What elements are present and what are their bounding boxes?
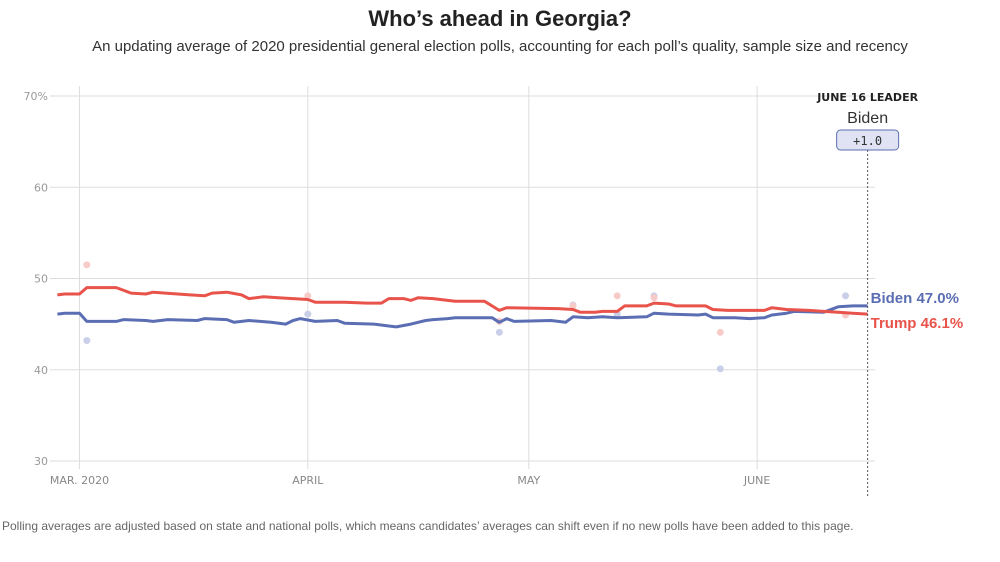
leader-annotation: JUNE 16 LEADER Biden +1.0 — [816, 91, 919, 497]
grid-layer — [50, 86, 875, 469]
poll-dot-trump — [304, 292, 312, 300]
y-tick-label: 40 — [34, 364, 48, 377]
x-tick-label: JUNE — [743, 474, 771, 487]
poll-dot-biden — [495, 328, 503, 336]
leader-heading: JUNE 16 LEADER — [816, 91, 918, 104]
poll-dot-trump — [83, 261, 91, 269]
leader-name: Biden — [847, 110, 888, 127]
leader-margin-box — [836, 129, 900, 151]
y-tick-label: 50 — [34, 273, 48, 286]
poll-dot-trump — [716, 328, 724, 336]
poll-dot-trump — [613, 292, 621, 300]
poll-dot-biden — [304, 310, 312, 318]
y-tick-label: 60 — [34, 181, 48, 194]
chart-subtitle: An updating average of 2020 presidential… — [92, 38, 908, 55]
series-line-biden — [57, 304, 868, 329]
y-tick-label: 30 — [34, 455, 48, 468]
x-tick-label: MAY — [517, 474, 540, 487]
footnote: Polling averages are adjusted based on s… — [2, 519, 854, 533]
end-labels-layer: Biden 47.0% Trump 46.1% — [871, 290, 964, 332]
poll-dot-biden — [83, 337, 91, 345]
axis-layer: 30 40 50 60 70% MAR. 2020 APRIL MAY JUNE — [24, 90, 771, 487]
poll-dot-trump — [569, 302, 577, 310]
end-label-trump: Trump 46.1% — [871, 315, 964, 332]
polling-average-chart: 30 40 50 60 70% MAR. 2020 APRIL MAY JUNE JUNE 16… — [24, 86, 964, 497]
end-label-biden: Biden 47.0% — [871, 290, 959, 307]
x-tick-label: MAR. 2020 — [50, 474, 109, 487]
chart-title: Who’s ahead in Georgia? — [368, 6, 632, 31]
poll-dot-biden — [716, 365, 724, 373]
poll-dot-trump — [650, 294, 658, 302]
y-tick-label: 70% — [24, 90, 48, 103]
series-lines-layer — [57, 286, 868, 329]
poll-dots-layer — [83, 261, 850, 373]
leader-margin: +1.0 — [853, 134, 882, 148]
series-line-trump — [57, 286, 868, 316]
x-tick-label: APRIL — [292, 474, 324, 487]
poll-dot-biden — [842, 292, 850, 300]
